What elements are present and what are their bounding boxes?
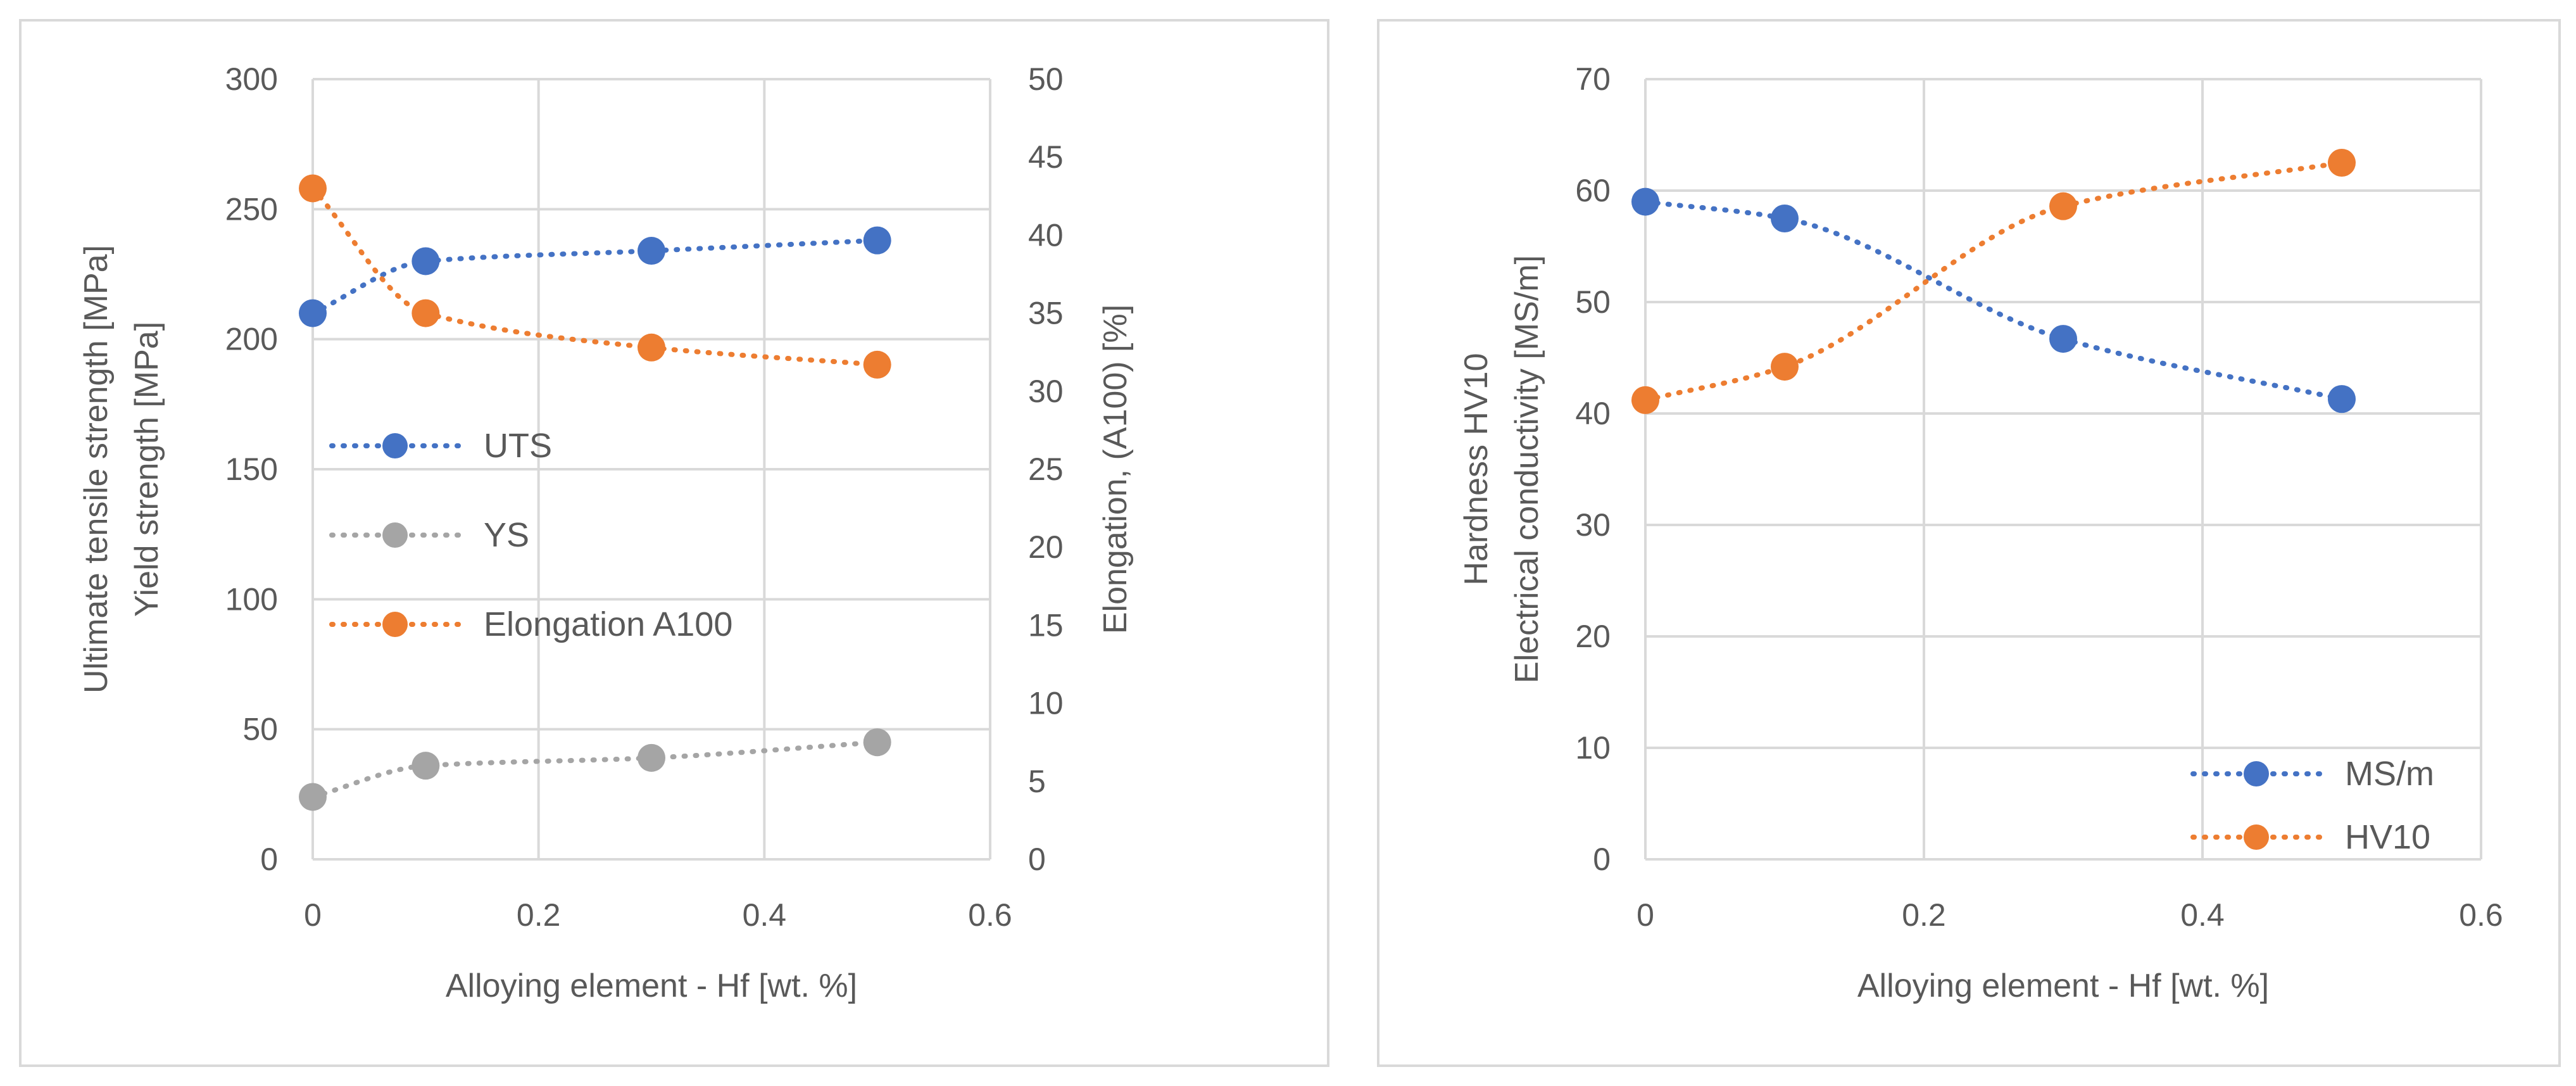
right-point-hv10-1 xyxy=(1771,353,1799,381)
left-y-tick-label: 0 xyxy=(260,842,278,877)
left-legend-marker-uts xyxy=(382,433,408,458)
right-x-tick-label: 0.6 xyxy=(2459,897,2503,933)
right-y-tick-label: 40 xyxy=(1575,396,1611,431)
left-y2-tick-label: 45 xyxy=(1028,139,1064,175)
chart-panel-left: 0 50 100 150 200 250 300 0 0.2 0.4 0.6 0 5 10 15 20 25 30… xyxy=(19,19,1329,1067)
left-y-tick-label: 250 xyxy=(225,191,278,227)
right-x-tick-label: 0.4 xyxy=(2180,897,2225,933)
left-point-uts-1 xyxy=(412,247,440,275)
left-legend-label-elongation-a100: Elongation A100 xyxy=(484,605,732,643)
right-x-tick-label: 0 xyxy=(1637,897,1654,933)
left-y-tick-label: 50 xyxy=(242,712,278,747)
left-y2-tick-label: 5 xyxy=(1028,764,1046,799)
right-x-tick-label: 0.2 xyxy=(1902,897,1946,933)
right-legend-marker-ms-m xyxy=(2244,761,2269,786)
left-y2-tick-label: 20 xyxy=(1028,529,1064,565)
left-y-tick-label: 200 xyxy=(225,322,278,357)
right-y-axis-title-line-1: Hardness HV10 xyxy=(1458,353,1495,585)
right-point-ms-m-3 xyxy=(2328,385,2356,414)
left-series-line-uts xyxy=(310,237,880,316)
left-legend-marker-elongation-a100 xyxy=(382,612,408,637)
right-y-axis-title-line-2: Electrical conductivity [MS/m] xyxy=(1509,255,1545,683)
right-point-hv10-3 xyxy=(2328,149,2356,177)
left-point-elongation-a100-3 xyxy=(863,350,891,379)
right-legend-label-hv10: HV10 xyxy=(2345,818,2430,856)
right-point-hv10-2 xyxy=(2049,192,2077,220)
left-point-ys-0 xyxy=(299,783,327,811)
left-y2-tick-label: 50 xyxy=(1028,61,1064,97)
left-point-uts-0 xyxy=(299,299,327,327)
left-point-ys-3 xyxy=(863,728,891,757)
left-y2-tick-label: 0 xyxy=(1028,842,1046,877)
left-series-line-ys xyxy=(310,740,880,800)
left-y2-tick-label: 40 xyxy=(1028,217,1064,253)
right-y-tick-label: 30 xyxy=(1575,507,1611,543)
right-series-line-hv10 xyxy=(1643,160,2344,403)
right-point-ms-m-1 xyxy=(1771,205,1799,232)
left-y-axis-title-line-1: Ultimate tensile strength [MPa] xyxy=(78,245,115,693)
left-y2-axis-title: Elongation, (A100) [%] xyxy=(1097,305,1134,634)
left-y-tick-label: 150 xyxy=(225,451,278,487)
right-series-line-ms-m xyxy=(1643,199,2344,402)
left-series-line-elongation-a100 xyxy=(310,186,880,367)
right-y-tick-label: 0 xyxy=(1593,842,1611,877)
left-point-ys-2 xyxy=(638,743,665,772)
left-point-elongation-a100-1 xyxy=(412,299,440,327)
right-point-ms-m-2 xyxy=(2049,325,2077,353)
left-y-tick-label: 300 xyxy=(225,61,278,97)
left-point-uts-3 xyxy=(863,226,891,255)
left-y2-tick-label: 25 xyxy=(1028,451,1064,487)
left-y2-tick-label: 35 xyxy=(1028,296,1064,331)
left-y2-tick-label: 10 xyxy=(1028,686,1064,721)
right-point-ms-m-0 xyxy=(1631,187,1659,216)
right-legend-marker-hv10 xyxy=(2244,824,2269,850)
left-x-axis-title: Alloying element - Hf [wt. %] xyxy=(446,968,857,1004)
chart-left-svg: 0 50 100 150 200 250 300 0 0.2 0.4 0.6 0 5 10 15 20 25 30… xyxy=(78,61,1134,1004)
left-y-tick-label: 100 xyxy=(225,581,278,617)
left-point-uts-2 xyxy=(638,237,665,265)
right-y-tick-label: 70 xyxy=(1575,61,1611,97)
left-x-tick-label: 0.2 xyxy=(517,897,561,933)
left-y2-tick-label: 15 xyxy=(1028,607,1064,643)
left-point-elongation-a100-2 xyxy=(638,333,665,362)
left-legend-marker-ys xyxy=(382,522,408,548)
right-y-tick-label: 20 xyxy=(1575,619,1611,654)
left-x-tick-label: 0 xyxy=(304,897,322,933)
left-legend-label-ys: YS xyxy=(484,516,529,554)
right-point-hv10-0 xyxy=(1631,386,1659,414)
right-y-tick-label: 10 xyxy=(1575,730,1611,766)
left-y-axis-title-line-2: Yield strength [MPa] xyxy=(129,322,165,617)
chart-right-svg: 0 10 20 30 40 50 60 70 0 0.2 0.4 0.6 Alloying elemen… xyxy=(1458,61,2503,1004)
left-point-elongation-a100-0 xyxy=(299,174,327,203)
left-x-tick-label: 0.6 xyxy=(968,897,1012,933)
right-y-tick-label: 50 xyxy=(1575,284,1611,320)
left-x-tick-label: 0.4 xyxy=(743,897,787,933)
right-legend-label-ms-m: MS/m xyxy=(2345,755,2434,793)
left-point-ys-1 xyxy=(412,752,440,780)
right-y-tick-label: 60 xyxy=(1575,173,1611,208)
left-y2-tick-label: 30 xyxy=(1028,374,1064,409)
left-legend-label-uts: UTS xyxy=(484,427,552,465)
chart-panel-right: 0 10 20 30 40 50 60 70 0 0.2 0.4 0.6 Alloying elemen… xyxy=(1377,19,2561,1067)
right-x-axis-title: Alloying element - Hf [wt. %] xyxy=(1857,968,2269,1004)
